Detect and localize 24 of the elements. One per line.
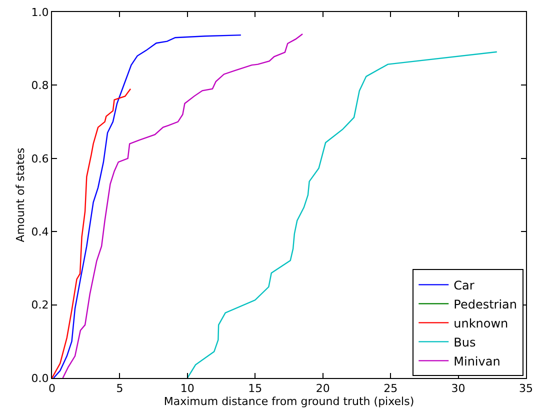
x-tick-label: 30: [451, 382, 466, 396]
legend-label: Pedestrian: [454, 297, 518, 312]
x-tick-label: 10: [180, 382, 194, 396]
legend-label: Car: [454, 278, 474, 292]
y-tick-label: 0.2: [31, 298, 49, 312]
y-tick-label: 0.0: [31, 372, 49, 385]
x-tick-label: 0: [48, 382, 56, 396]
y-tick-label: 1.0: [31, 6, 49, 19]
x-tick-label: 15: [248, 382, 262, 396]
y-tick-label: 0.4: [31, 225, 49, 238]
line-series: [52, 88, 132, 378]
x-tick-label: 25: [384, 382, 398, 396]
y-tick-label: 0.6: [31, 152, 49, 166]
x-tick-label: 5: [116, 382, 124, 396]
legend-label: Minivan: [454, 354, 500, 368]
x-tick-label: 35: [519, 382, 533, 396]
x-axis-title: Maximum distance from ground truth (pixels): [164, 395, 414, 408]
legend-label: unknown: [454, 316, 508, 330]
line-series: [62, 33, 304, 378]
legend-label: Bus: [454, 335, 476, 350]
x-tick-label: 20: [316, 382, 330, 396]
y-axis-title: Amount of states: [14, 148, 27, 242]
line-series: [53, 34, 242, 378]
y-tick-label: 0.8: [31, 79, 49, 92]
